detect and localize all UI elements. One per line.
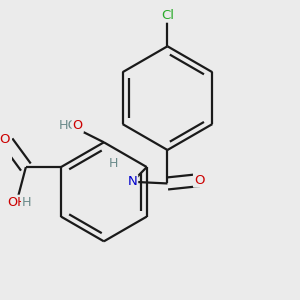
Text: N: N xyxy=(128,175,137,188)
Text: O: O xyxy=(194,174,205,187)
Text: HO: HO xyxy=(59,119,79,132)
Text: O: O xyxy=(73,119,83,132)
Text: Cl: Cl xyxy=(161,9,174,22)
Text: O: O xyxy=(0,133,10,146)
Text: OH: OH xyxy=(7,196,27,209)
Text: H: H xyxy=(22,196,32,209)
Text: H: H xyxy=(109,157,119,170)
